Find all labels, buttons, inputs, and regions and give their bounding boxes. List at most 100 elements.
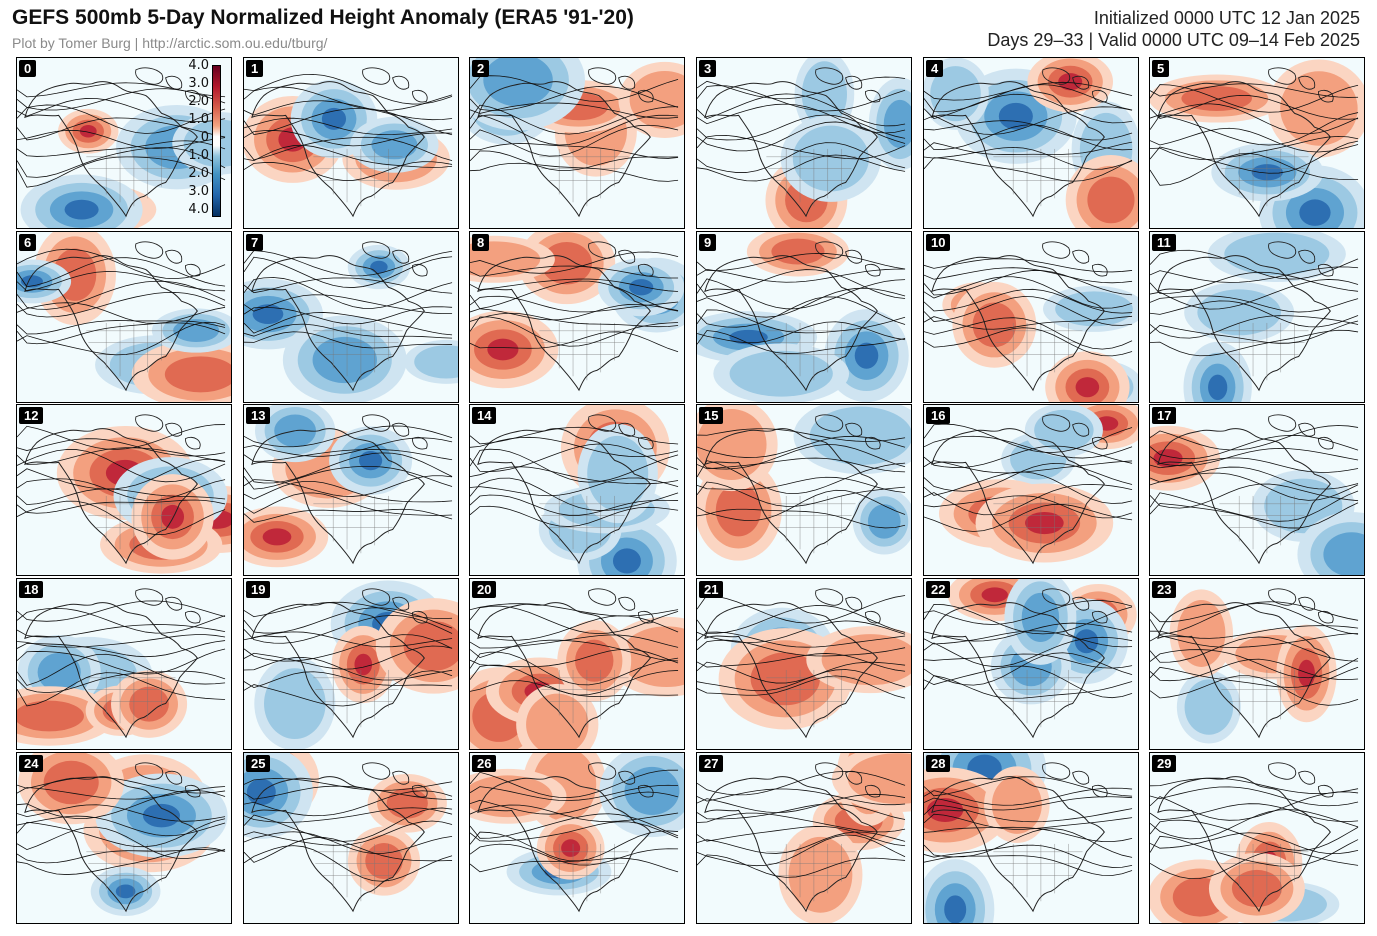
ensemble-member-panel: 19 <box>243 578 459 750</box>
ensemble-member-panel: 14 <box>469 404 685 576</box>
ensemble-member-panel: 25 <box>243 752 459 924</box>
anomaly-map <box>924 58 1138 228</box>
anomaly-map <box>244 753 458 923</box>
ensemble-member-panel: 4 <box>923 57 1139 229</box>
member-number-badge: 6 <box>19 234 37 251</box>
ensemble-member-panel: 13 <box>243 404 459 576</box>
anomaly-map <box>697 232 911 402</box>
member-number-badge: 25 <box>246 755 271 772</box>
anomaly-map <box>697 405 911 575</box>
ensemble-member-panel: 24 <box>16 752 232 924</box>
member-number-badge: 28 <box>926 755 951 772</box>
anomaly-map <box>244 232 458 402</box>
colorbar-label: 1.0 <box>188 112 209 127</box>
member-number-badge: 18 <box>19 581 44 598</box>
init-time: Initialized 0000 UTC 12 Jan 2025 <box>1093 8 1360 28</box>
member-number-badge: 4 <box>926 60 944 77</box>
member-number-badge: 1 <box>246 60 264 77</box>
colorbar-label: 0 <box>200 130 209 145</box>
anomaly-map <box>1150 405 1364 575</box>
anomaly-map <box>17 579 231 749</box>
ensemble-member-panel: 23 <box>1149 578 1365 750</box>
member-number-badge: 16 <box>926 407 951 424</box>
member-number-badge: 17 <box>1152 407 1177 424</box>
member-number-badge: 21 <box>699 581 724 598</box>
ensemble-member-panel: 28 <box>923 752 1139 924</box>
member-number-badge: 10 <box>926 234 951 251</box>
ensemble-member-panel: 3 <box>696 57 912 229</box>
colorbar-label: 2.0 <box>188 94 209 109</box>
ensemble-member-panel: 18 <box>16 578 232 750</box>
member-number-badge: 15 <box>699 407 724 424</box>
member-number-badge: 11 <box>1152 234 1176 251</box>
anomaly-map <box>470 753 684 923</box>
anomaly-map <box>470 579 684 749</box>
anomaly-map <box>17 405 231 575</box>
ensemble-member-panel: 17 <box>1149 404 1365 576</box>
member-number-badge: 7 <box>246 234 264 251</box>
plot-credit: Plot by Tomer Burg | http://arctic.som.o… <box>12 35 328 51</box>
anomaly-map <box>1150 579 1364 749</box>
ensemble-member-panel: 9 <box>696 231 912 403</box>
anomaly-map <box>924 232 1138 402</box>
colorbar-label: 3.0 <box>188 184 209 199</box>
anomaly-map <box>244 58 458 228</box>
anomaly-map <box>470 58 684 228</box>
member-number-badge: 12 <box>19 407 44 424</box>
ensemble-member-panel: 11 <box>1149 231 1365 403</box>
member-number-badge: 24 <box>19 755 44 772</box>
anomaly-map <box>244 579 458 749</box>
member-number-badge: 20 <box>472 581 497 598</box>
ensemble-member-panel: 22 <box>923 578 1139 750</box>
ensemble-member-panel: 12 <box>16 404 232 576</box>
member-number-badge: 9 <box>699 234 717 251</box>
ensemble-member-panel: 7 <box>243 231 459 403</box>
anomaly-map <box>1150 753 1364 923</box>
anomaly-map <box>1150 232 1364 402</box>
anomaly-map <box>924 405 1138 575</box>
member-number-badge: 19 <box>246 581 271 598</box>
anomaly-map <box>924 579 1138 749</box>
ensemble-member-panel: 8 <box>469 231 685 403</box>
anomaly-map <box>1150 58 1364 228</box>
colorbar-label: 4.0 <box>188 202 209 217</box>
member-number-badge: 22 <box>926 581 951 598</box>
anomaly-map <box>17 753 231 923</box>
member-number-badge: 3 <box>699 60 717 77</box>
member-number-badge: 0 <box>19 60 37 77</box>
valid-time: Days 29–33 | Valid 0000 UTC 09–14 Feb 20… <box>987 30 1360 50</box>
ensemble-member-panel: 21 <box>696 578 912 750</box>
ensemble-member-panel: 6 <box>16 231 232 403</box>
ensemble-member-panel: 26 <box>469 752 685 924</box>
anomaly-map <box>697 579 911 749</box>
colorbar <box>212 65 221 217</box>
member-number-badge: 14 <box>472 407 497 424</box>
anomaly-map <box>470 405 684 575</box>
member-number-badge: 29 <box>1152 755 1177 772</box>
colorbar-label: 4.0 <box>188 58 209 73</box>
member-number-badge: 27 <box>699 755 724 772</box>
member-number-badge: 23 <box>1152 581 1177 598</box>
member-number-badge: 2 <box>472 60 490 77</box>
ensemble-member-panel: 10 <box>923 231 1139 403</box>
colorbar-label: 2.0 <box>188 166 209 181</box>
member-number-badge: 26 <box>472 755 497 772</box>
colorbar-label: 3.0 <box>188 76 209 91</box>
colorbar-label: 1.0 <box>188 148 209 163</box>
plot-title: GEFS 500mb 5-Day Normalized Height Anoma… <box>12 6 634 29</box>
ensemble-member-panel: 15 <box>696 404 912 576</box>
anomaly-map <box>697 753 911 923</box>
ensemble-member-panel: 29 <box>1149 752 1365 924</box>
anomaly-map <box>924 753 1138 923</box>
anomaly-map <box>17 58 231 228</box>
ensemble-member-panel: 1 <box>243 57 459 229</box>
ensemble-member-panel: 2 <box>469 57 685 229</box>
anomaly-map <box>697 58 911 228</box>
member-number-badge: 5 <box>1152 60 1170 77</box>
ensemble-member-panel: 20 <box>469 578 685 750</box>
ensemble-member-panel: 0 <box>16 57 232 229</box>
ensemble-member-panel: 5 <box>1149 57 1365 229</box>
ensemble-member-panel: 27 <box>696 752 912 924</box>
ensemble-member-panel: 16 <box>923 404 1139 576</box>
member-number-badge: 13 <box>246 407 271 424</box>
